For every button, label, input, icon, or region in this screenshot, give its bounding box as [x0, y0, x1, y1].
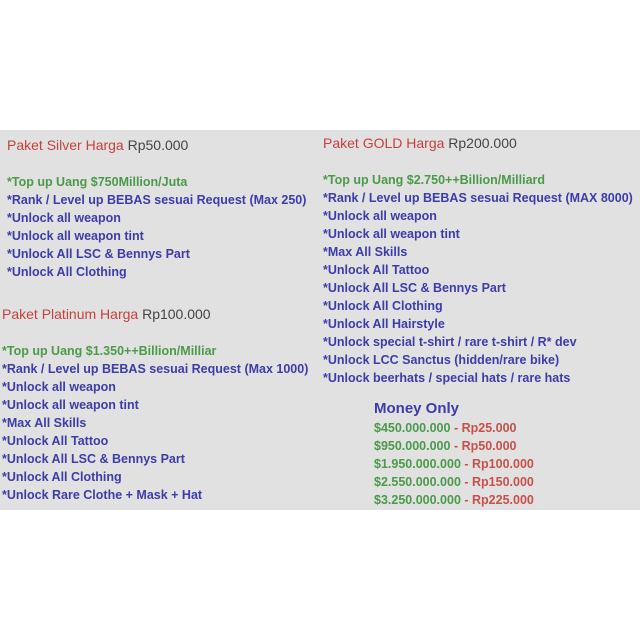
feature-item: *Max All Skills	[2, 416, 87, 430]
money-amount: $2.550.000.000	[374, 475, 461, 489]
feature-item: *Unlock all weapon tint	[2, 398, 139, 412]
feature-item: *Unlock all weapon tint	[7, 229, 144, 243]
money-row: $950.000.000 - Rp50.000	[374, 437, 534, 455]
feature-item: *Unlock special t-shirt / rare t-shirt /…	[323, 335, 577, 349]
price-list-panel	[0, 130, 640, 510]
feature-item: *Unlock Rare Clothe + Mask + Hat	[2, 488, 203, 502]
money-only-title: Money Only	[374, 400, 460, 417]
money-amount: $1.950.000.000	[374, 457, 461, 471]
separator: -	[450, 439, 462, 453]
feature-item: *Unlock All LSC & Bennys Part	[323, 281, 506, 295]
silver-package: Paket Silver Harga Rp50.000 *Top up Uang…	[7, 136, 306, 281]
silver-money: *Top up Uang $750Million/Juta	[7, 175, 188, 189]
money-only-rows: $450.000.000 - Rp25.000 $950.000.000 - Rp…	[374, 419, 534, 509]
money-price: Rp25.000	[461, 421, 517, 435]
platinum-title: Paket Platinum Harga Rp100.000	[2, 306, 211, 322]
feature-item: *Unlock LCC Sanctus (hidden/rare bike)	[323, 353, 560, 367]
money-amount: $3.250.000.000	[374, 493, 461, 507]
separator: -	[460, 475, 472, 489]
platinum-money: *Top up Uang $1.350++Billion/Milliar	[2, 344, 217, 358]
separator: -	[450, 421, 462, 435]
feature-item: *Unlock All Tattoo	[323, 263, 430, 277]
platinum-package: Paket Platinum Harga Rp100.000 *Top up U…	[2, 305, 308, 504]
feature-item: *Unlock All Hairstyle	[323, 317, 445, 331]
feature-item: *Unlock beerhats / special hats / rare h…	[323, 371, 571, 385]
money-row: $450.000.000 - Rp25.000	[374, 419, 534, 437]
feature-item: *Unlock All Clothing	[2, 470, 122, 484]
money-price: Rp150.000	[472, 475, 534, 489]
silver-title: Paket Silver Harga Rp50.000	[7, 137, 189, 153]
money-price: Rp100.000	[472, 457, 534, 471]
money-amount: $450.000.000	[374, 421, 451, 435]
gold-money: *Top up Uang $2.750++Billion/Milliard	[323, 173, 546, 187]
platinum-items: *Rank / Level up BEBAS sesuai Request (M…	[2, 360, 308, 504]
feature-item: *Unlock All Tattoo	[2, 434, 109, 448]
money-amount: $950.000.000	[374, 439, 451, 453]
money-price: Rp225.000	[472, 493, 534, 507]
feature-item: *Rank / Level up BEBAS sesuai Request (M…	[7, 193, 307, 207]
feature-item: *Max All Skills	[323, 245, 408, 259]
money-row: $1.950.000.000 - Rp100.000	[374, 455, 534, 473]
feature-item: *Unlock All Clothing	[323, 299, 443, 313]
feature-item: *Rank / Level up BEBAS sesuai Request (M…	[323, 191, 633, 205]
feature-item: *Unlock all weapon	[7, 211, 121, 225]
money-row: $3.250.000.000 - Rp225.000	[374, 491, 534, 509]
money-row: $2.550.000.000 - Rp150.000	[374, 473, 534, 491]
gold-package: Paket GOLD Harga Rp200.000 *Top up Uang …	[323, 134, 633, 387]
silver-items: *Rank / Level up BEBAS sesuai Request (M…	[7, 191, 306, 281]
gold-items: *Rank / Level up BEBAS sesuai Request (M…	[323, 189, 633, 387]
separator: -	[460, 457, 472, 471]
separator: -	[460, 493, 472, 507]
feature-item: *Unlock All LSC & Bennys Part	[7, 247, 190, 261]
feature-item: *Unlock All Clothing	[7, 265, 127, 279]
money-price: Rp50.000	[461, 439, 517, 453]
feature-item: *Unlock all weapon	[2, 380, 116, 394]
feature-item: *Unlock all weapon	[323, 209, 437, 223]
feature-item: *Unlock all weapon tint	[323, 227, 460, 241]
feature-item: *Unlock All LSC & Bennys Part	[2, 452, 185, 466]
gold-title: Paket GOLD Harga Rp200.000	[323, 135, 517, 151]
feature-item: *Rank / Level up BEBAS sesuai Request (M…	[2, 362, 309, 376]
money-only-package: Money Only $450.000.000 - Rp25.000 $950.0…	[374, 399, 534, 509]
